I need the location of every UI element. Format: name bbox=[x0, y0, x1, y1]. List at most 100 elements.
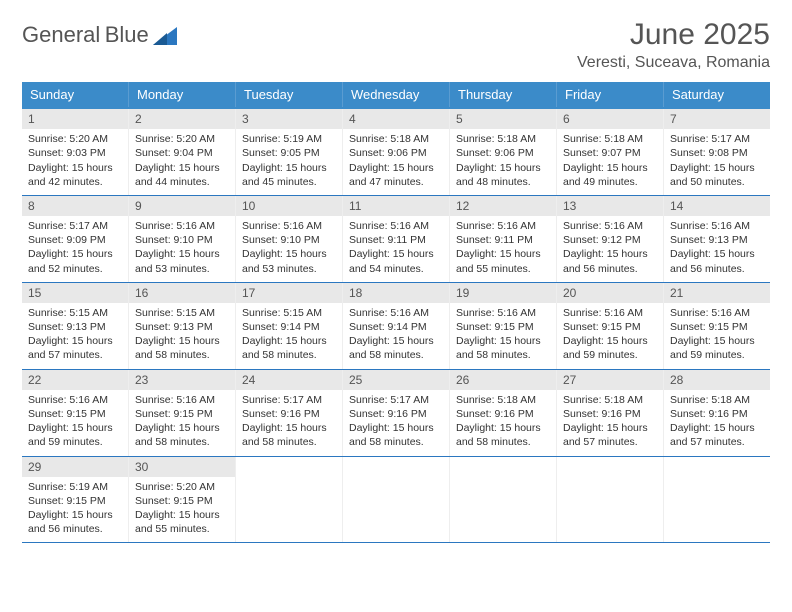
day-number: 12 bbox=[450, 196, 556, 216]
day-of-week-row: SundayMondayTuesdayWednesdayThursdayFrid… bbox=[22, 82, 770, 107]
day-number: 24 bbox=[236, 370, 342, 390]
day-body: Sunrise: 5:16 AMSunset: 9:11 PMDaylight:… bbox=[456, 219, 550, 276]
day-body: Sunrise: 5:18 AMSunset: 9:06 PMDaylight:… bbox=[349, 132, 443, 189]
day-body: Sunrise: 5:15 AMSunset: 9:14 PMDaylight:… bbox=[242, 306, 336, 363]
day-cell: 27 Sunrise: 5:18 AMSunset: 9:16 PMDayligh… bbox=[557, 370, 664, 456]
day-of-week-cell: Monday bbox=[129, 82, 236, 107]
day-body: Sunrise: 5:20 AMSunset: 9:03 PMDaylight:… bbox=[28, 132, 122, 189]
month-title: June 2025 bbox=[577, 18, 770, 52]
header: General Blue June 2025 Veresti, Suceava,… bbox=[22, 18, 770, 72]
day-number: 14 bbox=[664, 196, 770, 216]
day-body: Sunrise: 5:18 AMSunset: 9:16 PMDaylight:… bbox=[456, 393, 550, 450]
day-body: Sunrise: 5:16 AMSunset: 9:15 PMDaylight:… bbox=[563, 306, 657, 363]
day-body: Sunrise: 5:15 AMSunset: 9:13 PMDaylight:… bbox=[135, 306, 229, 363]
day-number: 19 bbox=[450, 283, 556, 303]
logo-triangle-icon bbox=[153, 27, 177, 45]
location: Veresti, Suceava, Romania bbox=[577, 54, 770, 72]
day-cell: 22 Sunrise: 5:16 AMSunset: 9:15 PMDayligh… bbox=[22, 370, 129, 456]
day-body: Sunrise: 5:16 AMSunset: 9:15 PMDaylight:… bbox=[28, 393, 122, 450]
day-cell: 28 Sunrise: 5:18 AMSunset: 9:16 PMDayligh… bbox=[664, 370, 770, 456]
day-number: 1 bbox=[22, 109, 128, 129]
calendar: SundayMondayTuesdayWednesdayThursdayFrid… bbox=[22, 82, 770, 543]
day-cell: 15 Sunrise: 5:15 AMSunset: 9:13 PMDayligh… bbox=[22, 283, 129, 369]
day-cell bbox=[236, 457, 343, 543]
day-number: 23 bbox=[129, 370, 235, 390]
day-cell: 29 Sunrise: 5:19 AMSunset: 9:15 PMDayligh… bbox=[22, 457, 129, 543]
day-number: 2 bbox=[129, 109, 235, 129]
day-number: 17 bbox=[236, 283, 342, 303]
day-number: 27 bbox=[557, 370, 663, 390]
day-cell: 6Sunrise: 5:18 AMSunset: 9:07 PMDaylight… bbox=[557, 109, 664, 195]
day-body: Sunrise: 5:20 AMSunset: 9:15 PMDaylight:… bbox=[135, 480, 229, 537]
day-cell: 17 Sunrise: 5:15 AMSunset: 9:14 PMDayligh… bbox=[236, 283, 343, 369]
logo: General Blue bbox=[22, 24, 177, 47]
day-cell bbox=[664, 457, 770, 543]
day-body: Sunrise: 5:15 AMSunset: 9:13 PMDaylight:… bbox=[28, 306, 122, 363]
day-body: Sunrise: 5:19 AMSunset: 9:05 PMDaylight:… bbox=[242, 132, 336, 189]
day-cell: 10 Sunrise: 5:16 AMSunset: 9:10 PMDayligh… bbox=[236, 196, 343, 282]
day-number: 4 bbox=[343, 109, 449, 129]
day-cell: 11 Sunrise: 5:16 AMSunset: 9:11 PMDayligh… bbox=[343, 196, 450, 282]
day-number: 15 bbox=[22, 283, 128, 303]
weeks-container: 1 Sunrise: 5:20 AMSunset: 9:03 PMDaylight… bbox=[22, 107, 770, 542]
day-body: Sunrise: 5:18 AMSunset: 9:16 PMDaylight:… bbox=[563, 393, 657, 450]
day-number: 20 bbox=[557, 283, 663, 303]
day-cell: 20 Sunrise: 5:16 AMSunset: 9:15 PMDayligh… bbox=[557, 283, 664, 369]
day-number: 13 bbox=[557, 196, 663, 216]
day-of-week-cell: Wednesday bbox=[343, 82, 450, 107]
week-row: 8Sunrise: 5:17 AMSunset: 9:09 PMDaylight… bbox=[22, 195, 770, 282]
logo-word2: Blue bbox=[105, 22, 149, 47]
day-number: 25 bbox=[343, 370, 449, 390]
day-cell: 25Sunrise: 5:17 AMSunset: 9:16 PMDayligh… bbox=[343, 370, 450, 456]
day-cell: 5Sunrise: 5:18 AMSunset: 9:06 PMDaylight… bbox=[450, 109, 557, 195]
day-number: 6 bbox=[557, 109, 663, 129]
day-of-week-cell: Saturday bbox=[664, 82, 770, 107]
day-body: Sunrise: 5:18 AMSunset: 9:06 PMDaylight:… bbox=[456, 132, 550, 189]
day-cell: 3 Sunrise: 5:19 AMSunset: 9:05 PMDaylight… bbox=[236, 109, 343, 195]
day-of-week-cell: Tuesday bbox=[236, 82, 343, 107]
day-number: 10 bbox=[236, 196, 342, 216]
day-cell: 1 Sunrise: 5:20 AMSunset: 9:03 PMDaylight… bbox=[22, 109, 129, 195]
day-cell: 12 Sunrise: 5:16 AMSunset: 9:11 PMDayligh… bbox=[450, 196, 557, 282]
day-body: Sunrise: 5:16 AMSunset: 9:10 PMDaylight:… bbox=[242, 219, 336, 276]
day-number: 29 bbox=[22, 457, 128, 477]
day-cell: 9Sunrise: 5:16 AMSunset: 9:10 PMDaylight… bbox=[129, 196, 236, 282]
day-body: Sunrise: 5:19 AMSunset: 9:15 PMDaylight:… bbox=[28, 480, 122, 537]
day-cell: 21Sunrise: 5:16 AMSunset: 9:15 PMDayligh… bbox=[664, 283, 770, 369]
day-cell: 2 Sunrise: 5:20 AMSunset: 9:04 PMDaylight… bbox=[129, 109, 236, 195]
day-body: Sunrise: 5:16 AMSunset: 9:10 PMDaylight:… bbox=[135, 219, 229, 276]
day-body: Sunrise: 5:16 AMSunset: 9:11 PMDaylight:… bbox=[349, 219, 443, 276]
day-of-week-cell: Thursday bbox=[450, 82, 557, 107]
day-number: 16 bbox=[129, 283, 235, 303]
day-cell bbox=[557, 457, 664, 543]
day-body: Sunrise: 5:17 AMSunset: 9:08 PMDaylight:… bbox=[670, 132, 764, 189]
day-cell: 14 Sunrise: 5:16 AMSunset: 9:13 PMDayligh… bbox=[664, 196, 770, 282]
day-number: 3 bbox=[236, 109, 342, 129]
day-number: 7 bbox=[664, 109, 770, 129]
week-row: 1 Sunrise: 5:20 AMSunset: 9:03 PMDaylight… bbox=[22, 107, 770, 195]
week-row: 22 Sunrise: 5:16 AMSunset: 9:15 PMDayligh… bbox=[22, 369, 770, 456]
day-number: 21 bbox=[664, 283, 770, 303]
day-cell bbox=[343, 457, 450, 543]
day-cell: 4 Sunrise: 5:18 AMSunset: 9:06 PMDaylight… bbox=[343, 109, 450, 195]
day-cell: 23Sunrise: 5:16 AMSunset: 9:15 PMDayligh… bbox=[129, 370, 236, 456]
day-cell: 18 Sunrise: 5:16 AMSunset: 9:14 PMDayligh… bbox=[343, 283, 450, 369]
day-cell: 8Sunrise: 5:17 AMSunset: 9:09 PMDaylight… bbox=[22, 196, 129, 282]
day-cell: 13Sunrise: 5:16 AMSunset: 9:12 PMDayligh… bbox=[557, 196, 664, 282]
day-cell: 30 Sunrise: 5:20 AMSunset: 9:15 PMDayligh… bbox=[129, 457, 236, 543]
day-cell: 16 Sunrise: 5:15 AMSunset: 9:13 PMDayligh… bbox=[129, 283, 236, 369]
day-number: 28 bbox=[664, 370, 770, 390]
day-cell: 24Sunrise: 5:17 AMSunset: 9:16 PMDayligh… bbox=[236, 370, 343, 456]
day-number: 11 bbox=[343, 196, 449, 216]
day-number: 30 bbox=[129, 457, 235, 477]
day-body: Sunrise: 5:20 AMSunset: 9:04 PMDaylight:… bbox=[135, 132, 229, 189]
day-number: 22 bbox=[22, 370, 128, 390]
day-number: 18 bbox=[343, 283, 449, 303]
day-number: 8 bbox=[22, 196, 128, 216]
week-row: 15 Sunrise: 5:15 AMSunset: 9:13 PMDayligh… bbox=[22, 282, 770, 369]
day-cell: 26Sunrise: 5:18 AMSunset: 9:16 PMDayligh… bbox=[450, 370, 557, 456]
bottom-rule bbox=[22, 542, 770, 543]
day-body: Sunrise: 5:16 AMSunset: 9:14 PMDaylight:… bbox=[349, 306, 443, 363]
day-body: Sunrise: 5:16 AMSunset: 9:13 PMDaylight:… bbox=[670, 219, 764, 276]
day-body: Sunrise: 5:18 AMSunset: 9:16 PMDaylight:… bbox=[670, 393, 764, 450]
